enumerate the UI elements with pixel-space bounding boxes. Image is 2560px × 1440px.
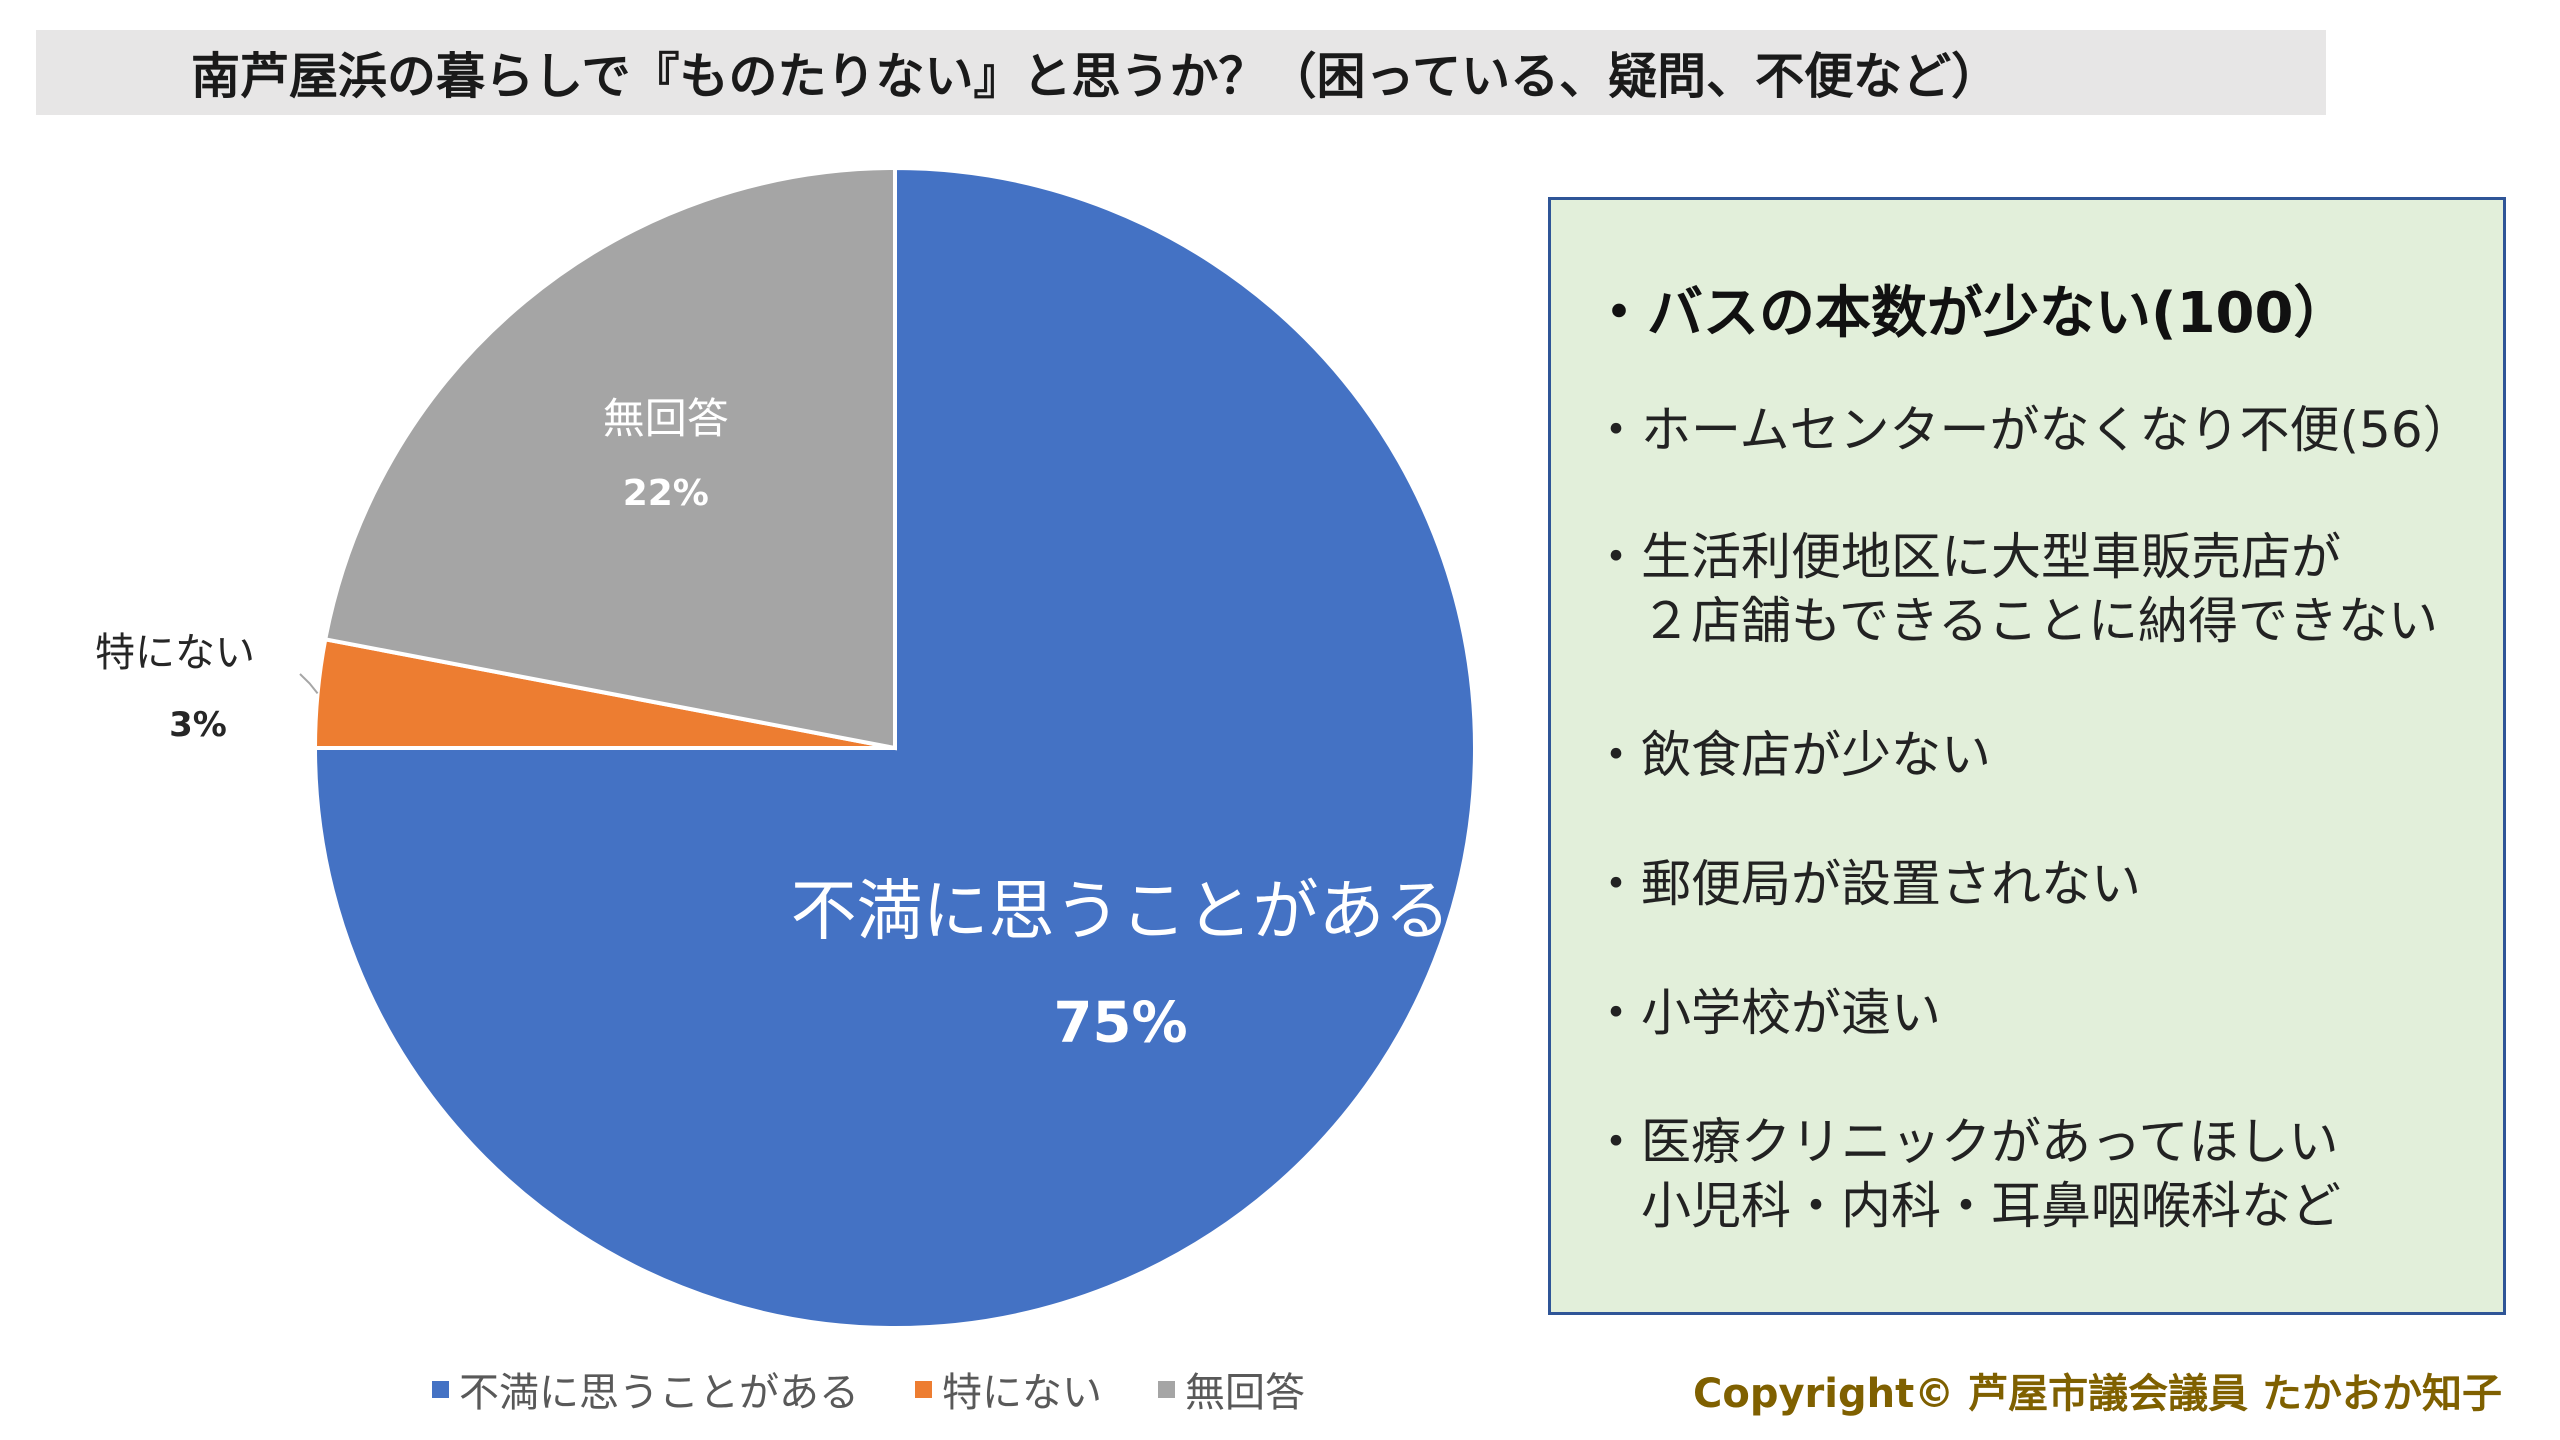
legend-label: 不満に思うことがある bbox=[459, 1370, 859, 1416]
slice-value-label: 3% bbox=[169, 705, 227, 745]
legend-swatch bbox=[1158, 1380, 1175, 1398]
comment-item: ・生活利便地区に大型車販売店が bbox=[1591, 528, 2341, 586]
comment-item: ・小学校が遠い bbox=[1591, 984, 1941, 1042]
copyright-notice: Copyright© 芦屋市議会議員 たかおか知子 bbox=[1693, 1371, 2503, 1417]
slice-label: 不満に思うことがある bbox=[791, 873, 1451, 950]
legend-entry: 不満に思うことがある bbox=[432, 1360, 859, 1418]
page-title: 南芦屋浜の暮らしで『ものたりない』と思うか？（困っている、疑問、不便など） bbox=[191, 48, 2001, 105]
slice-value-label: 75% bbox=[1054, 991, 1188, 1056]
legend-swatch bbox=[432, 1380, 449, 1398]
chart-legend: 不満に思うことがある 特にない 無回答 bbox=[432, 1360, 1361, 1418]
comment-item: ２店舗もできることに納得できない bbox=[1591, 592, 2438, 650]
slice-label: 特にない bbox=[95, 630, 255, 676]
legend-entry: 無回答 bbox=[1158, 1360, 1305, 1418]
pie-slice bbox=[312, 165, 1477, 1330]
pie-slice bbox=[322, 165, 897, 751]
legend-label: 無回答 bbox=[1185, 1370, 1305, 1416]
comment-item: ・ホームセンターがなくなり不便(56） bbox=[1591, 401, 2473, 459]
legend-entry: 特にない bbox=[915, 1360, 1102, 1418]
comments-heading: ・バスの本数が少ない(100） bbox=[1591, 281, 2350, 346]
leader-line bbox=[299, 673, 319, 695]
comment-item: ・郵便局が設置されない bbox=[1591, 855, 2141, 913]
legend-label: 特にない bbox=[942, 1370, 1102, 1416]
title-bar: 南芦屋浜の暮らしで『ものたりない』と思うか？（困っている、疑問、不便など） bbox=[36, 30, 2326, 115]
comment-item: ・医療クリニックがあってほしい bbox=[1591, 1113, 2339, 1171]
pie-chart: 不満に思うことがある 75% 特にない 3% 無回答 22% bbox=[95, 165, 1477, 1330]
comment-item: ・飲食店が少ない bbox=[1591, 726, 1991, 784]
slice-label: 無回答 bbox=[603, 394, 729, 443]
slice-value-label: 22% bbox=[623, 473, 709, 514]
comment-item: 小児科・内科・耳鼻咽喉科など bbox=[1591, 1177, 2341, 1235]
legend-swatch bbox=[915, 1380, 932, 1398]
comments-box: ・バスの本数が少ない(100） ・ホームセンターがなくなり不便(56） ・生活利… bbox=[1548, 197, 2506, 1315]
